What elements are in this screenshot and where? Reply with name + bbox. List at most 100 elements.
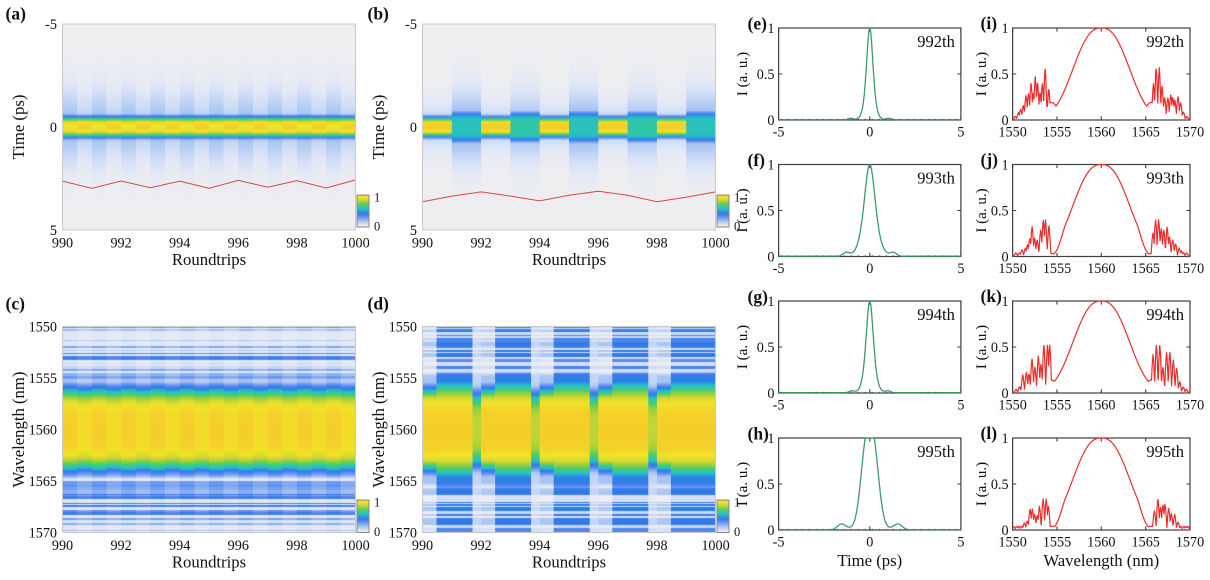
svg-text:1565: 1565 — [29, 474, 57, 490]
svg-text:1565: 1565 — [1132, 398, 1160, 414]
svg-text:(h): (h) — [748, 424, 770, 444]
svg-text:993th: 993th — [917, 169, 955, 188]
svg-text:1550: 1550 — [389, 320, 417, 336]
svg-text:996: 996 — [228, 538, 249, 554]
svg-text:I (a. u.): I (a. u.) — [735, 462, 751, 506]
svg-text:(c): (c) — [6, 294, 26, 314]
svg-text:-5: -5 — [773, 535, 785, 551]
svg-text:5: 5 — [957, 261, 964, 277]
svg-text:1570: 1570 — [1176, 261, 1204, 277]
svg-text:1: 1 — [734, 496, 740, 510]
svg-text:I (a. u.): I (a. u.) — [735, 325, 751, 369]
svg-text:0.5: 0.5 — [991, 340, 1009, 356]
svg-text:(l): (l) — [981, 423, 998, 443]
svg-text:1565: 1565 — [1132, 125, 1160, 141]
svg-text:1: 1 — [734, 191, 740, 205]
svg-text:(f): (f) — [748, 150, 766, 170]
svg-text:Wavelength (nm): Wavelength (nm) — [1043, 551, 1159, 570]
svg-text:0: 0 — [734, 220, 740, 234]
svg-text:I (a. u.): I (a. u.) — [735, 52, 751, 96]
svg-text:998: 998 — [646, 538, 667, 554]
svg-text:1565: 1565 — [1132, 535, 1160, 551]
svg-text:1565: 1565 — [389, 474, 417, 490]
svg-text:5: 5 — [957, 535, 964, 551]
svg-text:992: 992 — [110, 236, 131, 252]
svg-text:1: 1 — [374, 191, 380, 205]
svg-text:0.5: 0.5 — [991, 477, 1009, 493]
svg-text:0.5: 0.5 — [991, 204, 1009, 220]
svg-text:1000: 1000 — [341, 236, 369, 252]
svg-text:-5: -5 — [45, 17, 57, 33]
svg-text:1: 1 — [767, 21, 774, 37]
svg-text:1550: 1550 — [998, 125, 1026, 141]
svg-text:(i): (i) — [981, 13, 998, 33]
svg-text:0: 0 — [1002, 250, 1009, 266]
svg-text:1570: 1570 — [1176, 398, 1204, 414]
svg-text:Time (ps): Time (ps) — [9, 95, 28, 160]
svg-text:0: 0 — [767, 523, 774, 539]
svg-text:5: 5 — [957, 125, 964, 141]
svg-text:994: 994 — [529, 538, 550, 554]
svg-text:1550: 1550 — [998, 261, 1026, 277]
svg-text:1: 1 — [767, 294, 774, 310]
svg-text:1: 1 — [767, 158, 774, 174]
svg-text:992: 992 — [470, 538, 491, 554]
svg-text:1: 1 — [374, 496, 380, 510]
svg-text:995th: 995th — [917, 442, 955, 461]
svg-text:Roundtrips: Roundtrips — [172, 250, 246, 269]
svg-text:995th: 995th — [1146, 442, 1184, 461]
svg-text:-5: -5 — [405, 17, 417, 33]
svg-text:5: 5 — [50, 223, 57, 239]
svg-text:0: 0 — [50, 120, 57, 136]
svg-text:993th: 993th — [1146, 169, 1184, 188]
svg-text:996: 996 — [588, 538, 609, 554]
svg-text:1560: 1560 — [389, 423, 417, 439]
svg-text:I (a. u.): I (a. u.) — [974, 325, 990, 369]
svg-text:0.5: 0.5 — [757, 477, 775, 493]
svg-text:996: 996 — [228, 236, 249, 252]
svg-text:990: 990 — [412, 236, 433, 252]
svg-text:-5: -5 — [773, 398, 785, 414]
svg-text:1555: 1555 — [1043, 261, 1071, 277]
svg-text:0: 0 — [767, 250, 774, 266]
svg-text:-5: -5 — [773, 261, 785, 277]
svg-text:0: 0 — [767, 113, 774, 129]
svg-text:I (a. u.): I (a. u.) — [974, 188, 990, 232]
svg-text:0: 0 — [866, 261, 873, 277]
svg-text:1: 1 — [1002, 431, 1009, 447]
svg-text:998: 998 — [286, 236, 307, 252]
svg-text:1000: 1000 — [701, 236, 729, 252]
svg-text:1: 1 — [767, 431, 774, 447]
svg-text:-5: -5 — [773, 125, 785, 141]
svg-text:1565: 1565 — [1132, 261, 1160, 277]
svg-text:I (a. u.): I (a. u.) — [974, 462, 990, 506]
svg-text:1555: 1555 — [1043, 535, 1071, 551]
svg-text:Time (ps): Time (ps) — [369, 95, 388, 160]
svg-text:994th: 994th — [917, 305, 955, 324]
svg-text:Wavelength (nm): Wavelength (nm) — [9, 372, 28, 488]
svg-text:0.5: 0.5 — [757, 340, 775, 356]
svg-text:(k): (k) — [981, 286, 1003, 306]
svg-text:1570: 1570 — [1176, 125, 1204, 141]
svg-text:Wavelength (nm): Wavelength (nm) — [369, 372, 388, 488]
svg-text:994: 994 — [169, 236, 190, 252]
svg-text:1570: 1570 — [1176, 535, 1204, 551]
svg-text:5: 5 — [957, 398, 964, 414]
svg-text:998: 998 — [286, 538, 307, 554]
svg-text:I (a. u.): I (a. u.) — [735, 188, 751, 232]
svg-text:0: 0 — [734, 525, 740, 539]
svg-text:1560: 1560 — [29, 423, 57, 439]
svg-text:994: 994 — [169, 538, 190, 554]
svg-text:992th: 992th — [917, 32, 955, 51]
svg-text:(a): (a) — [6, 4, 27, 24]
svg-text:1570: 1570 — [389, 526, 417, 542]
svg-text:990: 990 — [52, 236, 73, 252]
svg-text:Roundtrips: Roundtrips — [172, 553, 246, 572]
svg-text:1000: 1000 — [341, 538, 369, 554]
svg-text:1000: 1000 — [701, 538, 729, 554]
svg-text:1550: 1550 — [29, 320, 57, 336]
svg-text:1560: 1560 — [1087, 125, 1115, 141]
svg-text:0: 0 — [767, 386, 774, 402]
svg-text:1: 1 — [1002, 294, 1009, 310]
svg-text:1560: 1560 — [1087, 535, 1115, 551]
